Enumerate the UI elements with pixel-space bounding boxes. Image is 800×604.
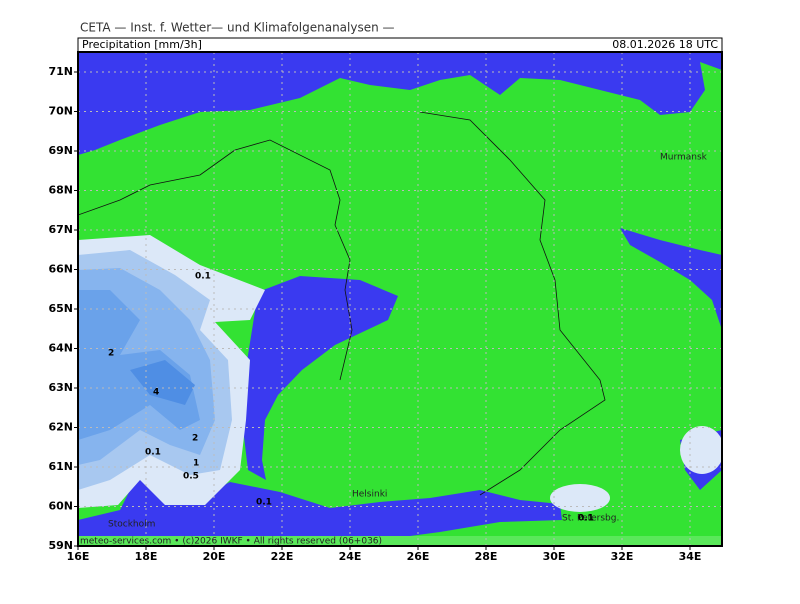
city-label: Stockholm bbox=[108, 520, 155, 530]
contour-label: 2 bbox=[192, 434, 198, 444]
frame bbox=[77, 51, 723, 547]
footer: meteo-services.com • (c)2026 IWKF • All … bbox=[80, 537, 382, 547]
contour-label: 0.1 bbox=[256, 498, 272, 508]
contour-label: 2 bbox=[108, 349, 114, 359]
lat-label: 71N bbox=[48, 65, 73, 78]
footer-bar bbox=[78, 536, 722, 546]
precip-east bbox=[680, 426, 722, 474]
lat-label: 70N bbox=[48, 105, 73, 118]
lon-label: 22E bbox=[271, 550, 294, 563]
border bbox=[419, 111, 606, 496]
lon-label: 34E bbox=[679, 550, 702, 563]
lon-label: 32E bbox=[611, 550, 634, 563]
lat-label: 66N bbox=[48, 263, 73, 276]
city-label: Helsinki bbox=[352, 490, 387, 500]
contour-label: 4 bbox=[153, 388, 159, 398]
baltic-sea bbox=[78, 470, 562, 546]
lon-label: 26E bbox=[407, 550, 430, 563]
contour-label: 0.1 bbox=[145, 448, 161, 458]
lon-label: 16E bbox=[67, 550, 90, 563]
valid-time: 08.01.2026 18 UTC bbox=[612, 38, 718, 51]
lat-label: 68N bbox=[48, 184, 73, 197]
lat-label: 67N bbox=[48, 223, 73, 236]
contour-label: 1 bbox=[193, 459, 199, 469]
lat-label: 69N bbox=[48, 144, 73, 157]
city-label: St. Petersbg. bbox=[562, 514, 619, 524]
lat-label: 60N bbox=[48, 500, 73, 513]
precip-2 bbox=[78, 290, 200, 440]
contour-label: 0.1 bbox=[195, 272, 211, 282]
lat-label: 65N bbox=[48, 302, 73, 315]
lat-label: 62N bbox=[48, 421, 73, 434]
contour-label: 0.5 bbox=[183, 472, 199, 482]
white-sea bbox=[620, 228, 722, 330]
lon-label: 20E bbox=[203, 550, 226, 563]
lat-label: 61N bbox=[48, 460, 73, 473]
lon-label: 24E bbox=[339, 550, 362, 563]
map bbox=[78, 52, 722, 546]
lon-label: 30E bbox=[543, 550, 566, 563]
lat-label: 59N bbox=[48, 539, 73, 552]
lon-label: 18E bbox=[135, 550, 158, 563]
header: CETA — Inst. f. Wetter— und Klimafolgena… bbox=[80, 21, 395, 35]
contour-label: 0.1 bbox=[578, 514, 594, 524]
sea bbox=[78, 52, 722, 155]
precip-ladoga bbox=[550, 484, 610, 512]
border bbox=[78, 149, 236, 216]
map-title: Precipitation [mm/3h] bbox=[82, 38, 202, 51]
city-label: Murmansk bbox=[660, 153, 708, 163]
lat-label: 64N bbox=[48, 342, 73, 355]
gulf-of-bothnia bbox=[242, 276, 398, 480]
lon-label: 28E bbox=[475, 550, 498, 563]
lat-label: 63N bbox=[48, 381, 73, 394]
